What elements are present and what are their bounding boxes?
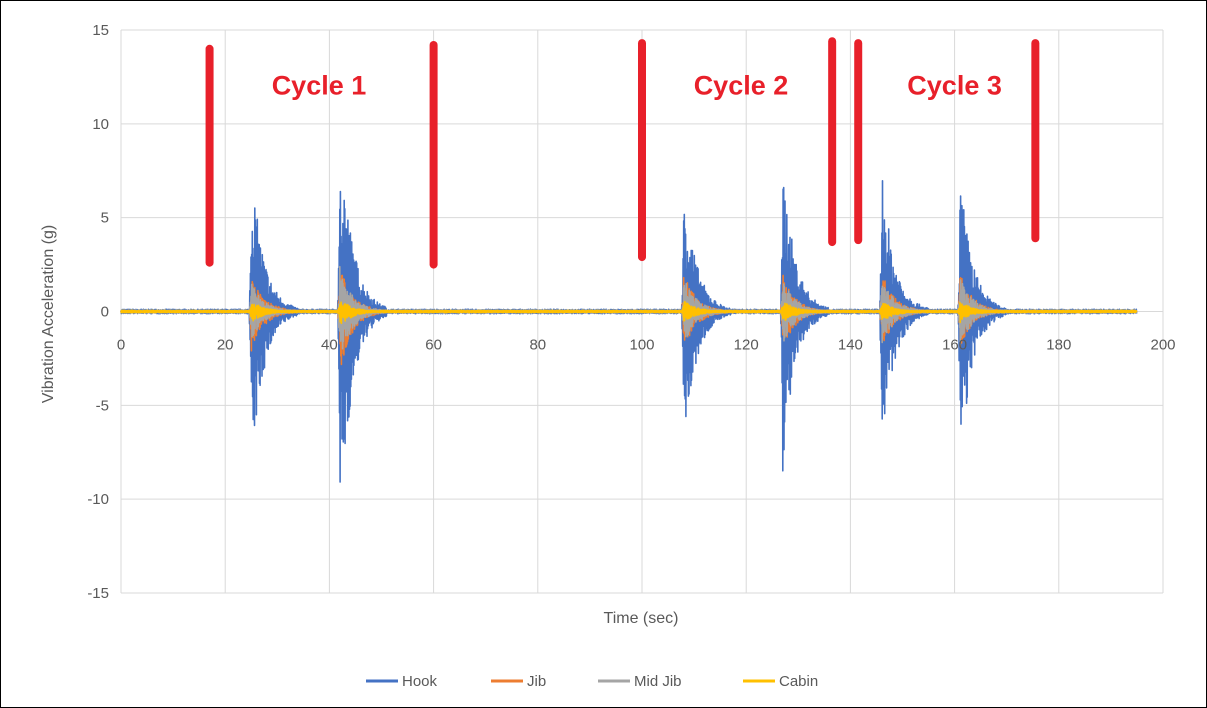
y-tick-label: 15: [92, 22, 109, 39]
x-tick-label: 160: [942, 337, 967, 354]
cycle-label: Cycle 3: [907, 70, 1002, 100]
y-tick-label: 0: [101, 304, 109, 321]
y-tick-label: 5: [101, 210, 109, 227]
x-tick-label: 20: [217, 337, 234, 354]
legend-label: Cabin: [779, 673, 818, 690]
series-layer: [120, 180, 1138, 483]
cycle-label: Cycle 2: [694, 70, 789, 100]
cycle-labels: Cycle 1 Cycle 2 Cycle 3: [272, 70, 1002, 100]
x-tick-label: 80: [529, 337, 546, 354]
legend-label: Mid Jib: [634, 673, 682, 690]
legend-label: Jib: [527, 673, 546, 690]
y-tick-label: 10: [92, 116, 109, 133]
y-tick-label: -10: [87, 491, 109, 508]
y-tick-label: -15: [87, 585, 109, 602]
x-tick-label: 140: [838, 337, 863, 354]
x-tick-label: 60: [425, 337, 442, 354]
x-tick-label: 100: [629, 337, 654, 354]
x-tick-label: 40: [321, 337, 338, 354]
y-tick-label: -5: [96, 397, 109, 414]
x-axis-title: Time (sec): [604, 610, 679, 627]
cycle-label: Cycle 1: [272, 70, 367, 100]
cycle-markers: [205, 37, 1040, 269]
series-cabin: [120, 300, 1138, 325]
tick-labels: -15 -10 -5 0 5 10 15 0 20 40 60 80 100 120 140 160 180 20…: [87, 22, 1175, 602]
y-axis-title: Vibration Acceleration (g): [40, 225, 57, 403]
x-tick-label: 0: [117, 337, 125, 354]
series-hook: [120, 180, 1138, 483]
legend: Hook Jib Mid Jib Cabin: [366, 673, 818, 690]
x-tick-label: 200: [1150, 337, 1175, 354]
x-tick-label: 180: [1046, 337, 1071, 354]
legend-label: Hook: [402, 673, 438, 690]
x-tick-label: 120: [734, 337, 759, 354]
